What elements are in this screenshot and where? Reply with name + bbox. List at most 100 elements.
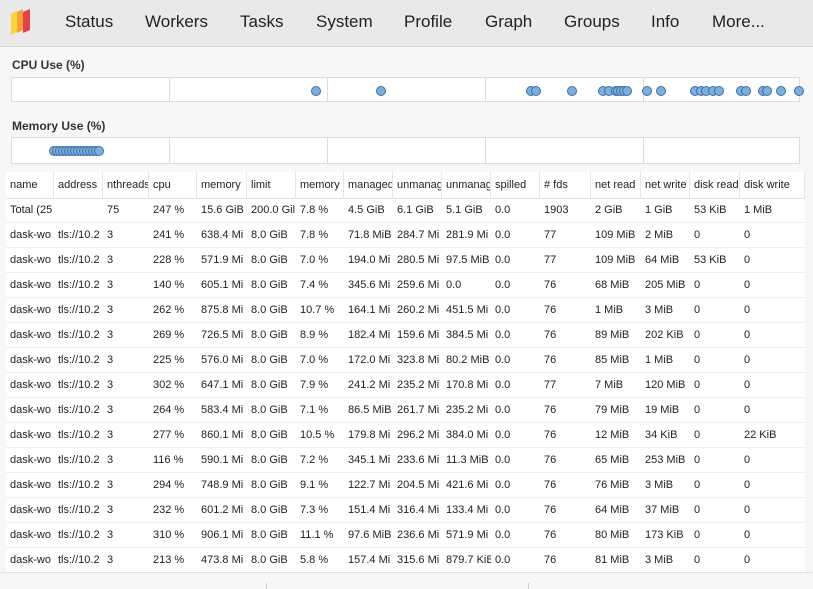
table-cell: 164.1 Mi: [348, 304, 391, 316]
table-row[interactable]: dask-wo tls://10.2 3 302 % 647.1 Mi 8.0 GiB 7.…: [6, 373, 805, 398]
table-cell: 0.0: [495, 354, 511, 366]
table-cell: 151.4 Mi: [348, 504, 391, 516]
table-header: name address nthreads cpu memory limit memory …: [6, 172, 805, 199]
table-cell: 179.8 Mi: [348, 429, 391, 441]
table-row[interactable]: dask-wo tls://10.2 3 232 % 601.2 Mi 8.0 GiB 7.…: [6, 498, 805, 523]
table-cell: 19 MiB: [645, 404, 680, 416]
table-cell: 65 MiB: [595, 454, 630, 466]
table-cell: 76: [544, 354, 557, 366]
column-header[interactable]: spilled: [491, 172, 540, 198]
table-cell: 3: [107, 404, 114, 416]
table-cell: dask-wo: [10, 354, 51, 366]
table-row[interactable]: dask-wo tls://10.2 3 294 % 748.9 Mi 8.0 GiB 9.…: [6, 473, 805, 498]
nav-graph[interactable]: Graph: [485, 12, 533, 31]
table-cell: 0: [744, 329, 751, 341]
column-header[interactable]: cpu: [149, 172, 197, 198]
data-point[interactable]: [794, 86, 804, 96]
data-point[interactable]: [94, 146, 104, 156]
table-row[interactable]: dask-wo tls://10.2 3 228 % 571.9 Mi 8.0 GiB 7.…: [6, 248, 805, 273]
dask-logo-icon[interactable]: [9, 8, 33, 36]
table-cell: 0: [744, 279, 751, 291]
table-cell: 2 MiB: [645, 229, 674, 241]
nav-more[interactable]: More...: [712, 12, 765, 31]
nav-status[interactable]: Status: [65, 12, 114, 31]
table-cell: 8.0 GiB: [251, 454, 288, 466]
table-cell: 280.5 Mi: [397, 254, 440, 266]
table-cell: 0: [694, 479, 701, 491]
data-point[interactable]: [656, 86, 666, 96]
table-row[interactable]: dask-wo tls://10.2 3 213 % 473.8 Mi 8.0 GiB 5.…: [6, 548, 805, 572]
table-cell: 97.6 MiB: [348, 529, 392, 541]
data-point[interactable]: [531, 86, 541, 96]
table-cell: tls://10.2: [58, 454, 100, 466]
table-cell: 0: [744, 504, 751, 516]
table-cell: 3: [107, 479, 114, 491]
data-point[interactable]: [714, 86, 724, 96]
data-point[interactable]: [642, 86, 652, 96]
table-cell: 37 MiB: [645, 504, 680, 516]
table-cell: 261.7 Mi: [397, 404, 440, 416]
table-cell: 3: [107, 554, 114, 566]
nav-system[interactable]: System: [316, 12, 373, 31]
nav-profile[interactable]: Profile: [404, 12, 453, 31]
table-cell: tls://10.2: [58, 479, 100, 491]
table-cell: 0: [744, 529, 751, 541]
column-header[interactable]: address: [54, 172, 103, 198]
column-header[interactable]: net write: [641, 172, 690, 198]
column-header[interactable]: disk read: [690, 172, 740, 198]
column-header[interactable]: limit: [247, 172, 296, 198]
nav-tasks[interactable]: Tasks: [240, 12, 284, 31]
table-cell: 0.0: [446, 279, 462, 291]
table-cell: 8.0 GiB: [251, 329, 288, 341]
data-point[interactable]: [776, 86, 786, 96]
table-row[interactable]: dask-wo tls://10.2 3 140 % 605.1 Mi 8.0 GiB 7.…: [6, 273, 805, 298]
data-point[interactable]: [741, 86, 751, 96]
memory-use-plot[interactable]: [11, 137, 800, 164]
column-header[interactable]: memory %: [296, 172, 344, 198]
memory-plot-title: Memory Use (%): [12, 119, 106, 133]
column-header[interactable]: net read: [591, 172, 641, 198]
table-cell: 259.6 Mi: [397, 279, 440, 291]
cpu-use-plot[interactable]: [11, 77, 804, 102]
data-point[interactable]: [762, 86, 772, 96]
table-row[interactable]: dask-wo tls://10.2 3 264 % 583.4 Mi 8.0 GiB 7.…: [6, 398, 805, 423]
column-header[interactable]: # fds: [540, 172, 591, 198]
table-row[interactable]: dask-wo tls://10.2 3 262 % 875.8 Mi 8.0 GiB 10…: [6, 298, 805, 323]
nav-groups[interactable]: Groups: [564, 12, 620, 31]
nav-workers[interactable]: Workers: [145, 12, 208, 31]
table-cell: 0.0: [495, 429, 511, 441]
column-header[interactable]: name: [6, 172, 54, 198]
table-cell: 34 KiB: [645, 429, 678, 441]
nav-info[interactable]: Info: [651, 12, 680, 31]
table-cell: 8.0 GiB: [251, 354, 288, 366]
table-row[interactable]: dask-wo tls://10.2 3 277 % 860.1 Mi 8.0 GiB 10…: [6, 423, 805, 448]
column-header[interactable]: unmanaged: [393, 172, 442, 198]
table-cell: 0.0: [495, 279, 511, 291]
table-cell: 11.3 MiB: [446, 454, 489, 466]
table-cell: 384.0 Mi: [446, 429, 489, 441]
table-row[interactable]: dask-wo tls://10.2 3 225 % 576.0 Mi 8.0 GiB 7.…: [6, 348, 805, 373]
table-cell: 1903: [544, 204, 569, 216]
table-row-total[interactable]: Total (25 75 247 % 15.6 GiB 200.0 Gil 7.8 % 4.…: [6, 198, 805, 223]
table-row[interactable]: dask-wo tls://10.2 3 116 % 590.1 Mi 8.0 GiB 7.…: [6, 448, 805, 473]
column-header[interactable]: disk write: [740, 172, 805, 198]
data-point[interactable]: [376, 86, 386, 96]
column-header[interactable]: memory: [197, 172, 247, 198]
column-header[interactable]: unmanaged: [442, 172, 491, 198]
column-header[interactable]: managed: [344, 172, 393, 198]
table-cell: 0.0: [495, 254, 511, 266]
table-cell: dask-wo: [10, 554, 51, 566]
data-point[interactable]: [622, 86, 632, 96]
table-cell: 76 MiB: [595, 479, 630, 491]
table-row[interactable]: dask-wo tls://10.2 3 241 % 638.4 Mi 8.0 GiB 7.…: [6, 223, 805, 248]
column-header[interactable]: nthreads: [103, 172, 149, 198]
table-cell: 172.0 Mi: [348, 354, 391, 366]
table-cell: 12 MiB: [595, 429, 630, 441]
table-cell: 571.9 Mi: [446, 529, 489, 541]
table-cell: 7.8 %: [300, 204, 329, 216]
data-point[interactable]: [567, 86, 577, 96]
table-row[interactable]: dask-wo tls://10.2 3 269 % 726.5 Mi 8.0 GiB 8.…: [6, 323, 805, 348]
data-point[interactable]: [311, 86, 321, 96]
table-row[interactable]: dask-wo tls://10.2 3 310 % 906.1 Mi 8.0 GiB 11…: [6, 523, 805, 548]
table-cell: 3 MiB: [645, 479, 674, 491]
